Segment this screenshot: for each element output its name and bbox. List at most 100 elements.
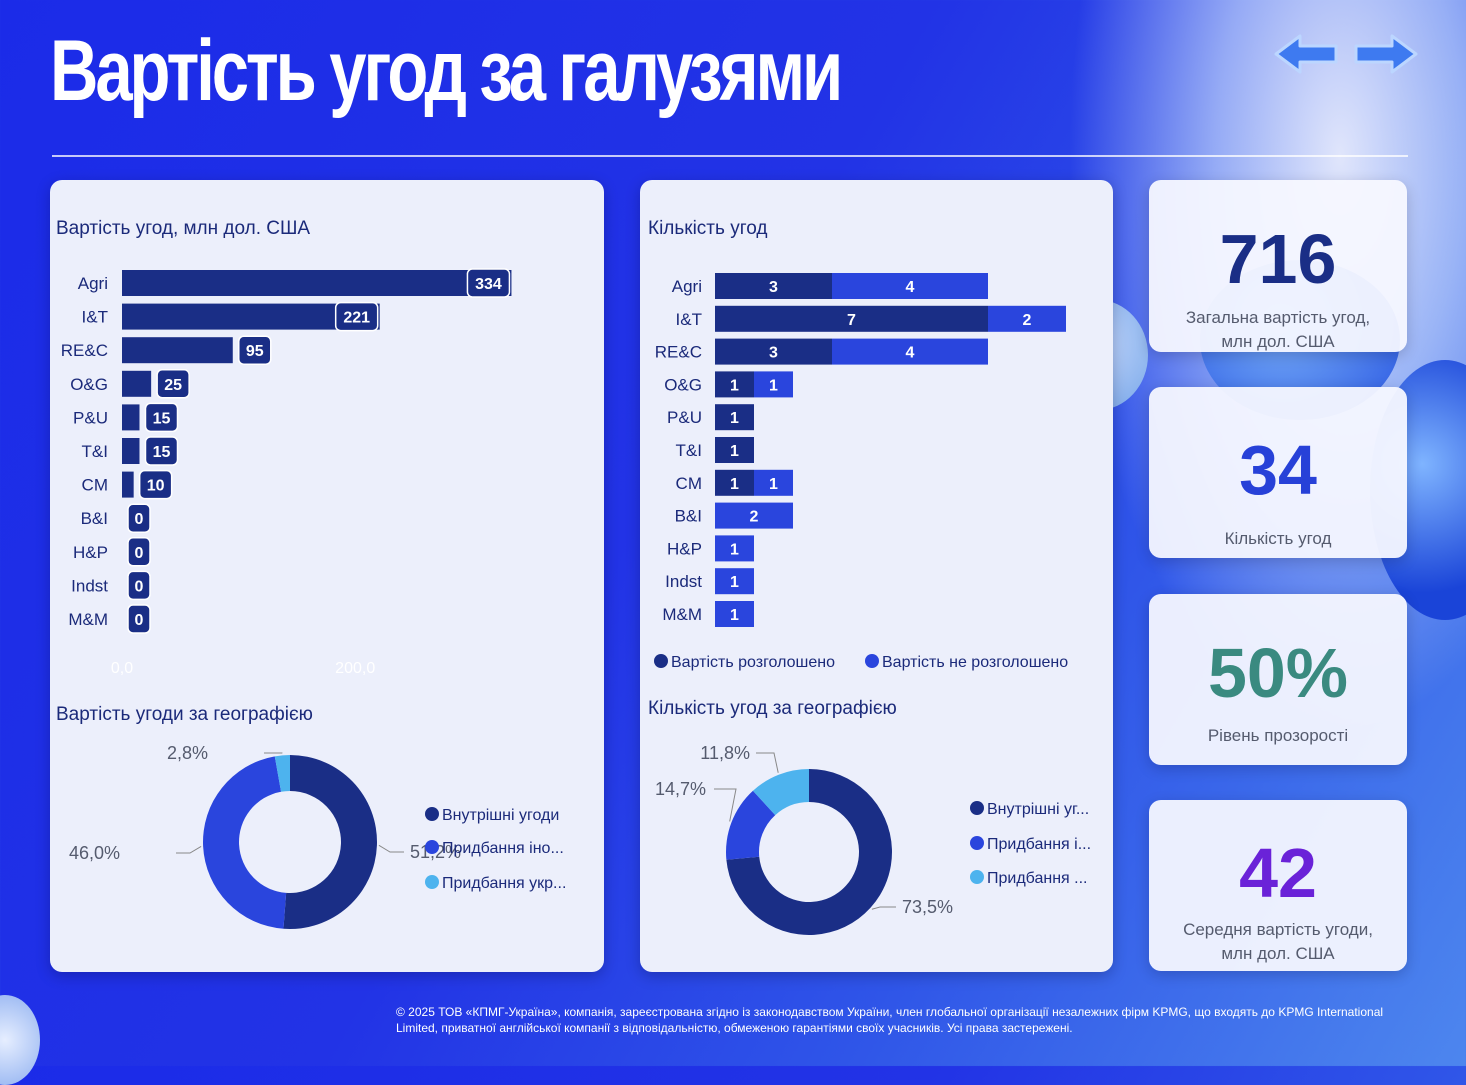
- category-label: I&T: [676, 310, 702, 329]
- leader-line: [176, 846, 201, 853]
- data-label: 10: [147, 478, 165, 495]
- count-card: Кількість угод Agri 3 4 I&T 7 2 RE&C 3 4 O&G 1 1 P&U…: [640, 180, 1113, 972]
- data-label: 0: [135, 545, 144, 562]
- category-label: CM: [82, 476, 108, 495]
- bar: [122, 472, 134, 498]
- category-label: H&P: [667, 539, 702, 558]
- copyright-footer: © 2025 ТОВ «КПМГ-Україна», компанія, зар…: [396, 1004, 1416, 1036]
- page-title: Вартість угод за галузями: [50, 22, 840, 121]
- category-label: T&I: [82, 442, 108, 461]
- decorative-orb: [0, 995, 40, 1085]
- category-label: O&G: [70, 375, 108, 394]
- category-label: Indst: [71, 576, 108, 595]
- kpi-value: 50%: [1149, 638, 1407, 708]
- data-label: 1: [730, 541, 739, 558]
- data-label: 334: [475, 276, 502, 293]
- category-label: P&U: [667, 408, 702, 427]
- leader-line: [872, 907, 896, 909]
- legend-dot: [865, 654, 879, 668]
- data-label: 4: [906, 345, 915, 362]
- data-label: 4: [906, 279, 915, 296]
- data-label: 2: [750, 509, 759, 526]
- kpi-average-value: 42 Середня вартість угоди, млн дол. США: [1149, 800, 1407, 971]
- category-label: O&G: [664, 375, 702, 394]
- leader-line: [379, 845, 404, 852]
- category-label: Indst: [665, 572, 702, 591]
- slice-label: 14,7%: [655, 779, 706, 799]
- slice-label: 11,8%: [700, 743, 750, 763]
- kpi-label: Середня вартість угоди, млн дол. США: [1169, 918, 1387, 966]
- leader-line: [756, 753, 778, 773]
- bar: [122, 371, 151, 397]
- category-label: B&I: [675, 507, 702, 526]
- category-label: CM: [676, 474, 702, 493]
- back-button[interactable]: [1272, 32, 1342, 76]
- data-label: 0: [135, 511, 144, 528]
- data-label: 1: [730, 377, 739, 394]
- legend-item: Вартість розголошено: [654, 654, 835, 672]
- arrow-left-icon: [1272, 32, 1342, 76]
- data-label: 95: [246, 343, 264, 360]
- data-label: 3: [769, 345, 778, 362]
- axis-tick-label: 200,0: [335, 660, 375, 677]
- data-label: 0: [135, 578, 144, 595]
- value-chart-title: Вартість угод, млн дол. США: [56, 218, 310, 240]
- category-label: B&I: [81, 509, 108, 528]
- legend-item: Придбання іно...: [425, 840, 564, 858]
- bar: [122, 404, 139, 430]
- legend-dot: [970, 870, 984, 884]
- donut-slice: [203, 756, 286, 928]
- count-bar-chart: Agri 3 4 I&T 7 2 RE&C 3 4 O&G 1 1 P&U 1 T&I 1 CM 1 1 B&I 2 H&…: [640, 260, 1113, 630]
- legend-dot: [425, 875, 439, 889]
- category-label: H&P: [73, 543, 108, 562]
- legend-item: Придбання укр...: [425, 875, 566, 893]
- legend-item: Придбання і...: [970, 836, 1091, 854]
- geo-count-title: Кількість угод за географією: [648, 698, 897, 720]
- kpi-value: 34: [1149, 435, 1407, 505]
- data-label: 1: [730, 410, 739, 427]
- category-label: RE&C: [61, 341, 108, 360]
- kpi-deal-count: 34 Кількість угод: [1149, 387, 1407, 558]
- bar: [122, 337, 233, 363]
- data-label: 1: [769, 377, 778, 394]
- legend-item: Вартість не розголошено: [865, 654, 1068, 672]
- category-label: I&T: [82, 308, 108, 327]
- data-label: 3: [769, 279, 778, 296]
- data-label: 2: [1023, 312, 1032, 329]
- category-label: M&M: [68, 610, 108, 629]
- kpi-total-value: 716 Загальна вартість угод, млн дол. США: [1149, 180, 1407, 352]
- geo-value-title: Вартість угоди за географією: [56, 704, 313, 726]
- title-divider: [52, 155, 1408, 157]
- data-label: 1: [769, 476, 778, 493]
- kpi-value: 42: [1149, 838, 1407, 908]
- slice-label: 46,0%: [69, 843, 120, 863]
- count-chart-title: Кількість угод: [648, 218, 767, 240]
- category-label: Agri: [672, 277, 702, 296]
- forward-button[interactable]: [1350, 32, 1420, 76]
- kpi-label: Кількість угод: [1169, 527, 1387, 551]
- data-label: 25: [164, 377, 182, 394]
- slice-label: 73,5%: [902, 897, 953, 917]
- donut-slice: [283, 755, 377, 929]
- bar: [122, 270, 511, 296]
- category-label: P&U: [73, 408, 108, 427]
- category-label: Agri: [78, 274, 108, 293]
- kpi-transparency: 50% Рівень прозорості: [1149, 594, 1407, 765]
- axis-tick-label: 0,0: [111, 660, 133, 677]
- legend-dot: [425, 840, 439, 854]
- category-label: M&M: [662, 605, 702, 624]
- data-label: 15: [153, 410, 171, 427]
- legend-dot: [970, 801, 984, 815]
- bar: [122, 438, 139, 464]
- data-label: 7: [847, 312, 856, 329]
- category-label: T&I: [676, 441, 702, 460]
- legend-dot: [425, 807, 439, 821]
- kpi-value: 716: [1149, 224, 1407, 294]
- data-label: 15: [153, 444, 171, 461]
- kpi-label: Загальна вартість угод, млн дол. США: [1169, 306, 1387, 354]
- category-label: RE&C: [655, 343, 702, 362]
- data-label: 1: [730, 476, 739, 493]
- kpi-label: Рівень прозорості: [1169, 724, 1387, 748]
